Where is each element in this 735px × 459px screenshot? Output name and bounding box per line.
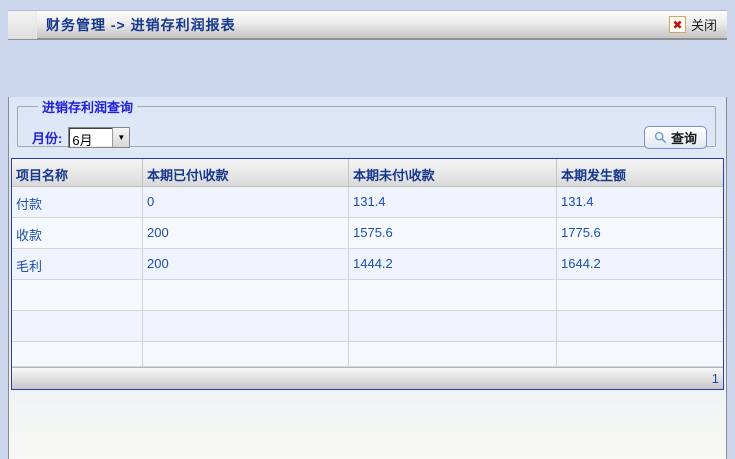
titlebar-icon-placeholder — [8, 11, 37, 39]
search-label: 查询 — [670, 130, 697, 146]
column-header-paid: 本期已付\收款 — [143, 159, 349, 186]
empty-row — [12, 311, 723, 342]
breadcrumb-title: 财务管理 -> 进销存利润报表 — [46, 16, 236, 33]
cell-paid: 200 — [143, 218, 349, 248]
cell-total: 1775.6 — [561, 225, 601, 240]
query-row: 月份: 6月 ▼ 查询 — [32, 122, 707, 152]
query-legend: 进销存利润查询 — [42, 100, 134, 115]
cell-unpaid: 1575.6 — [349, 218, 557, 248]
close-label: 关闭 — [690, 18, 717, 33]
report-window: 财务管理 -> 进销存利润报表 ✖ 关闭 进销存利润查询 月份: 6月 ▼ — [8, 10, 727, 459]
table-row: 付款 0 131.4 131.4 — [12, 187, 723, 218]
table-row: 毛利 200 1444.2 1644.2 — [12, 249, 723, 280]
column-header-unpaid: 本期未付\收款 — [349, 159, 557, 186]
cell-item: 毛利 — [12, 249, 143, 279]
month-select-value: 6月 — [72, 132, 93, 148]
table-row: 收款 200 1575.6 1775.6 — [12, 218, 723, 249]
close-icon: ✖ — [668, 16, 686, 33]
search-icon — [654, 131, 667, 143]
column-header-total: 本期发生额 — [561, 168, 627, 183]
month-select[interactable]: 6月 ▼ — [68, 126, 131, 148]
cell-total: 131.4 — [561, 194, 594, 209]
report-table: 项目名称 本期已付\收款 本期未付\收款 本期发生额 付款 0 131.4 13… — [11, 158, 724, 390]
content-panel: 进销存利润查询 月份: 6月 ▼ 查询 项目名称 — [8, 97, 727, 459]
page-number[interactable]: 1 — [711, 371, 719, 386]
empty-row — [12, 342, 723, 367]
cell-unpaid: 1444.2 — [349, 249, 557, 279]
cell-paid: 0 — [143, 187, 349, 217]
column-header-item: 项目名称 — [12, 159, 143, 186]
cell-total: 1644.2 — [561, 256, 601, 271]
cell-item: 付款 — [12, 187, 143, 217]
search-button[interactable]: 查询 — [643, 125, 707, 149]
close-button[interactable]: ✖ 关闭 — [668, 11, 717, 38]
table-header-row: 项目名称 本期已付\收款 本期未付\收款 本期发生额 — [12, 159, 723, 187]
cell-paid: 200 — [143, 249, 349, 279]
cell-unpaid: 131.4 — [349, 187, 557, 217]
empty-row — [12, 280, 723, 311]
chevron-down-icon: ▼ — [112, 127, 130, 147]
month-label: 月份: — [32, 130, 63, 146]
titlebar: 财务管理 -> 进销存利润报表 ✖ 关闭 — [8, 10, 727, 40]
cell-item: 收款 — [12, 218, 143, 248]
pagination-bar: 1 — [12, 367, 723, 389]
query-fieldset: 进销存利润查询 月份: 6月 ▼ 查询 — [17, 97, 716, 149]
